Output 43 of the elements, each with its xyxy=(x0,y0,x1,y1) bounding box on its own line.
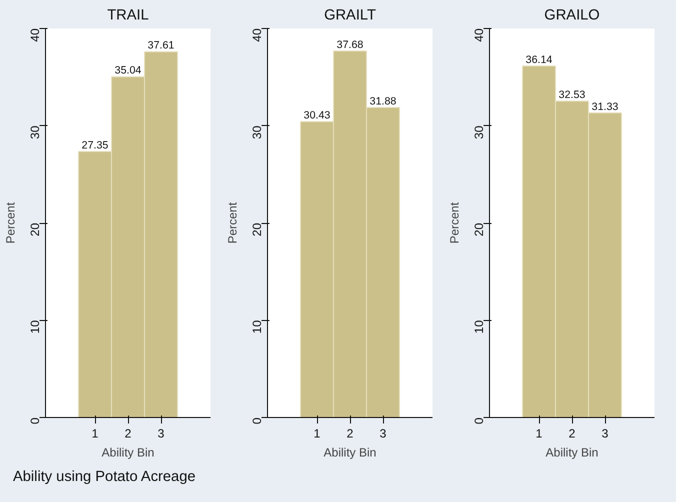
y-tick-label: 40 xyxy=(28,28,42,42)
text: Ability using Potato Acreage xyxy=(13,468,196,487)
data-label: 30.43 xyxy=(304,110,330,122)
chart-title: GRAILT xyxy=(324,8,376,24)
chart-title: GRAILO xyxy=(544,8,600,24)
x-tick-label: 2 xyxy=(346,426,354,440)
x-tick-label: 1 xyxy=(314,426,321,440)
y-tick-label: 30 xyxy=(28,125,42,140)
data-label: 31.33 xyxy=(592,100,618,113)
x-axis-title: Ability Bin xyxy=(102,446,154,460)
x-tick-label: 1 xyxy=(92,426,99,440)
data-label: 35.04 xyxy=(114,64,142,77)
x-axis-title: Ability Bin xyxy=(324,446,376,460)
x-tick-label: 1 xyxy=(536,426,543,440)
y-axis-title: Percent xyxy=(226,202,240,244)
x-tick-label: 2 xyxy=(124,426,132,440)
y-tick-label: 0 xyxy=(28,417,42,424)
x-tick-label: 3 xyxy=(158,426,165,440)
x-axis-title: Ability Bin xyxy=(546,446,598,460)
y-axis-title: Percent xyxy=(448,202,462,244)
y-tick-label: 20 xyxy=(250,222,264,236)
data-label: 32.53 xyxy=(558,89,586,102)
y-tick-label: 0 xyxy=(472,417,486,424)
data-label: 36.14 xyxy=(526,54,552,66)
y-tick-label: 30 xyxy=(250,125,264,140)
data-label: 37.61 xyxy=(148,40,174,52)
chart-title: TRAIL xyxy=(107,8,149,24)
y-axis-title: Percent xyxy=(4,202,18,244)
data-label: 27.35 xyxy=(82,140,108,152)
x-tick-label: 3 xyxy=(380,426,387,440)
data-label: 31.88 xyxy=(370,95,396,108)
y-tick-label: 20 xyxy=(28,222,42,236)
y-tick-label: 10 xyxy=(250,320,264,334)
y-tick-label: 40 xyxy=(250,28,264,42)
y-tick-label: 20 xyxy=(472,222,486,236)
x-tick-label: 2 xyxy=(568,426,576,440)
x-tick-label: 3 xyxy=(602,426,609,440)
y-tick-label: 0 xyxy=(250,417,264,424)
y-tick-label: 10 xyxy=(28,320,42,334)
data-label: 37.68 xyxy=(336,39,364,52)
y-tick-label: 40 xyxy=(472,28,486,42)
y-tick-label: 10 xyxy=(472,320,486,334)
y-tick-label: 30 xyxy=(472,125,486,140)
